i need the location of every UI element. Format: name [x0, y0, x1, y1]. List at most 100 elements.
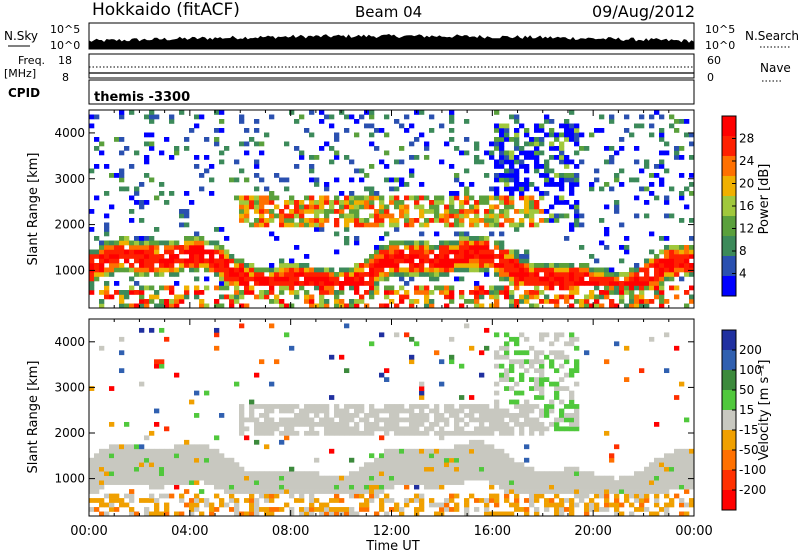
velocity-cell — [99, 471, 105, 477]
power-cell — [574, 150, 580, 156]
velocity-cell — [209, 480, 215, 485]
power-cell — [209, 164, 215, 169]
power-cell — [134, 191, 140, 196]
velocity-cell — [354, 480, 360, 485]
velocity-cell — [689, 475, 695, 481]
velocity-cell — [154, 453, 160, 459]
power-cell — [634, 123, 640, 129]
power-cell — [389, 200, 395, 205]
power-cell — [654, 258, 660, 264]
velocity-cell — [409, 426, 415, 432]
velocity-cell — [674, 493, 680, 499]
power-cell — [99, 272, 105, 277]
power-cell — [529, 303, 535, 309]
velocity-cell — [244, 484, 250, 490]
velocity-cell — [624, 489, 630, 494]
power-cell — [534, 137, 540, 142]
power-cell — [574, 204, 580, 210]
power-cell — [169, 272, 175, 277]
power-cell — [434, 200, 440, 205]
velocity-cell — [484, 430, 490, 436]
beam-title: Beam 04 — [355, 3, 422, 21]
power-cell — [689, 182, 695, 187]
power-cell — [659, 299, 665, 304]
power-cell — [284, 303, 290, 309]
velocity-cell — [274, 471, 280, 477]
power-cell — [434, 276, 440, 282]
power-cell — [454, 146, 460, 151]
power-cell — [544, 177, 550, 183]
velocity-cell — [479, 430, 485, 436]
power-cell — [574, 123, 580, 129]
power-cell — [554, 276, 560, 282]
power-cell — [384, 276, 390, 282]
velocity-cell — [189, 511, 195, 517]
velocity-cell — [379, 408, 385, 414]
velocity-cell — [109, 480, 115, 485]
velocity-cell — [544, 332, 550, 338]
power-cell — [564, 159, 570, 165]
power-cell — [684, 258, 690, 264]
velocity-cell — [124, 475, 130, 481]
power-cell — [534, 155, 540, 160]
velocity-cell — [374, 462, 380, 468]
velocity-cell — [129, 511, 135, 517]
velocity-cell — [344, 511, 350, 517]
power-cell — [324, 285, 330, 291]
velocity-cell — [629, 484, 635, 490]
velocity-cell — [589, 502, 595, 508]
velocity-cell — [89, 507, 95, 512]
velocity-cell — [579, 493, 585, 499]
power-cell — [519, 182, 525, 187]
power-cell — [139, 258, 145, 264]
power-cell — [164, 240, 170, 246]
velocity-cell — [314, 471, 320, 477]
power-cell — [554, 213, 560, 219]
velocity-cell — [289, 507, 295, 512]
power-cell — [274, 294, 280, 300]
power-cell — [164, 200, 170, 205]
power-cell — [499, 137, 505, 142]
velocity-cell — [529, 489, 535, 494]
cpid-value: themis -3300 — [94, 90, 190, 105]
velocity-cell — [529, 417, 535, 423]
velocity-cell — [319, 417, 325, 423]
power-cell — [289, 258, 295, 264]
velocity-cell — [339, 408, 345, 414]
velocity-cell — [149, 493, 155, 499]
power-cell — [339, 204, 345, 210]
power-cell — [479, 240, 485, 246]
power-cell — [544, 168, 550, 174]
velocity-cell — [474, 430, 480, 436]
power-cell — [319, 267, 325, 273]
velocity-cell — [404, 498, 410, 503]
velocity-cell — [494, 448, 500, 454]
velocity-cell — [329, 395, 335, 400]
power-cell — [649, 173, 655, 178]
power-cell — [334, 222, 340, 228]
power-cell — [464, 236, 470, 241]
velocity-cell — [664, 511, 670, 517]
velocity-cell — [594, 475, 600, 481]
power-cell — [574, 132, 580, 138]
velocity-cell — [329, 421, 335, 427]
velocity-cell — [99, 462, 105, 468]
velocity-cell — [444, 404, 450, 409]
power-cell — [614, 285, 620, 291]
velocity-cell — [504, 493, 510, 499]
velocity-cell — [504, 413, 510, 418]
power-cell — [324, 195, 330, 201]
velocity-cell — [529, 430, 535, 436]
velocity-cell — [329, 475, 335, 481]
power-cell — [644, 285, 650, 291]
velocity-cell — [409, 354, 415, 360]
velocity-cell — [524, 480, 530, 485]
velocity-cell — [294, 498, 300, 503]
power-cell — [104, 164, 110, 169]
power-cell — [609, 155, 615, 160]
power-cell — [414, 299, 420, 304]
power-cell — [419, 110, 425, 115]
velocity-cell — [229, 489, 235, 494]
velocity-cell — [544, 404, 550, 409]
power-cell — [119, 294, 125, 300]
